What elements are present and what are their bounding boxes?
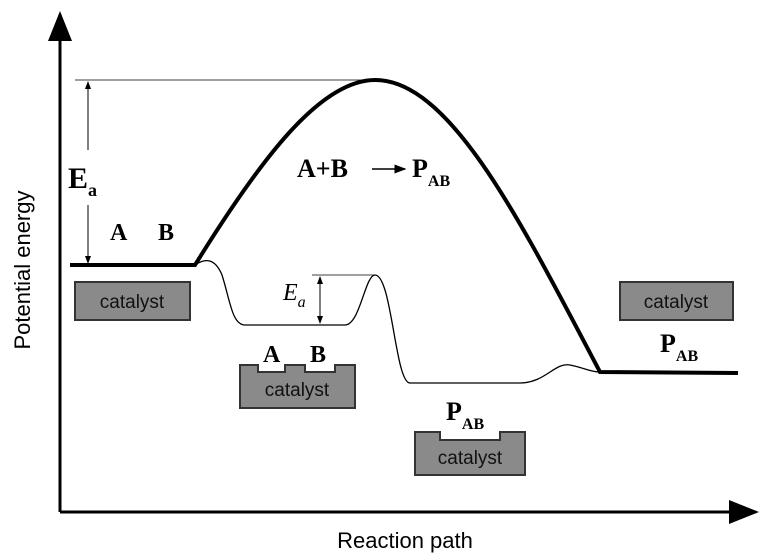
- uncatalyzed-path: [70, 77, 739, 375]
- adsorbed-label: B: [310, 342, 326, 368]
- ea-label: Ea: [68, 162, 97, 200]
- catalyst-label: catalyst: [438, 448, 503, 469]
- catalyst-box: [414, 431, 526, 476]
- adsorbed-label: A: [263, 342, 281, 368]
- cat-ea-label: Ea: [282, 280, 306, 311]
- product-label: PAB: [660, 329, 698, 365]
- catalyst-box: [74, 281, 191, 321]
- y-axis-label: Potential energy: [10, 191, 35, 350]
- catalyst-label: catalyst: [644, 292, 709, 313]
- reactant-label: B: [158, 220, 174, 246]
- adsorbed-product-label: PAB: [446, 397, 484, 433]
- catalyzed-path: [194, 259, 601, 384]
- reactant-label: A: [110, 220, 128, 246]
- equation-product: PAB: [412, 154, 450, 190]
- catalyst-label: catalyst: [265, 380, 330, 401]
- catalyst-label: catalyst: [100, 292, 165, 313]
- catalyst-box: [619, 281, 734, 321]
- equation-left: A+B: [297, 154, 348, 183]
- x-axis-label: Reaction path: [337, 528, 473, 553]
- catalyst-box: [239, 364, 356, 409]
